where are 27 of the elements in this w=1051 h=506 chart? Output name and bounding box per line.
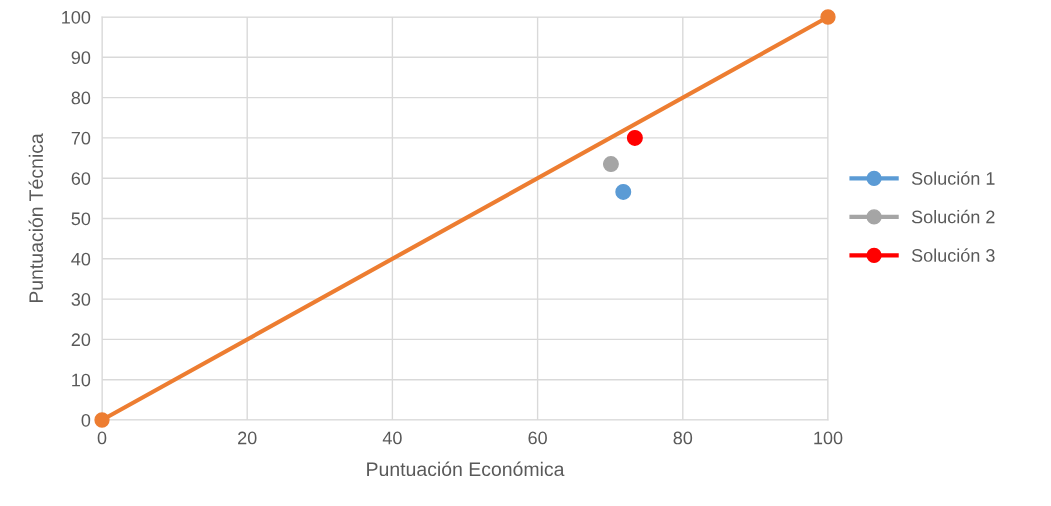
y-tick-label: 20 [71,333,91,347]
y-tick-label: 0 [81,413,91,427]
x-tick-label: 100 [814,431,843,445]
legend-label: Solución 1 [911,171,995,185]
y-tick-label: 10 [72,373,91,387]
point [602,156,619,173]
y-tick-label: 100 [62,10,91,24]
y-tick-label: 60 [71,172,91,185]
legend-label: Solución 2 [911,209,995,224]
point [615,183,632,200]
y-tick-label: 30 [71,293,91,306]
x-tick-label: 0 [97,431,107,445]
legend-label: Solución 3 [911,248,995,262]
x-tick-label: 20 [238,431,257,445]
x-tick-label: 40 [382,431,402,445]
y-tick-label: 50 [71,212,91,226]
y-tick-label: 70 [71,131,91,145]
y-tick-label: 80 [71,91,91,105]
x-axis-title: Puntuación Económica [367,461,565,477]
x-tick-label: 80 [673,431,693,445]
y-tick-label: 40 [71,252,91,266]
y-axis-title: Puntuación Técnica [28,133,44,303]
point [94,412,110,428]
x-tick-label: 60 [528,431,547,445]
y-tick-label: 90 [71,51,91,65]
point [820,9,836,25]
point [626,129,643,146]
